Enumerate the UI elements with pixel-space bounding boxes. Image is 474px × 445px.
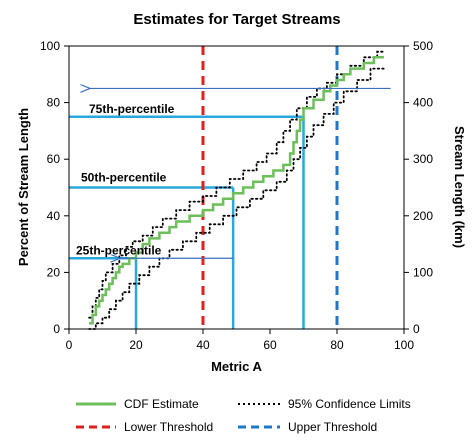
chart-title: Estimates for Target Streams bbox=[133, 11, 340, 28]
percentile-label-2: 75th-percentile bbox=[89, 102, 175, 116]
y-tick-label-1: 20 bbox=[47, 265, 61, 279]
plot-frame bbox=[68, 45, 405, 330]
plot-marks bbox=[69, 46, 391, 330]
y-tick-label-2: 40 bbox=[47, 209, 61, 223]
legend: CDF Estimate 95% Confidence Limits Lower… bbox=[76, 397, 411, 434]
y2-tick-label-2: 200 bbox=[413, 209, 433, 223]
y2-axis-title: Stream Length (km) bbox=[452, 126, 467, 248]
x-tick-label-1: 20 bbox=[129, 338, 143, 352]
x-tick-label-4: 80 bbox=[330, 338, 344, 352]
legend-label-ci: 95% Confidence Limits bbox=[288, 397, 411, 411]
y-tick-label-0: 0 bbox=[53, 322, 60, 336]
percentile-label-0: 25th-percentile bbox=[76, 243, 162, 257]
y-tick-label-5: 100 bbox=[40, 39, 60, 53]
x-tick-label-0: 0 bbox=[66, 338, 73, 352]
series-line-0 bbox=[89, 56, 384, 325]
y-axis-title: Percent of Stream Length bbox=[16, 108, 31, 266]
x-tick-label-2: 40 bbox=[196, 338, 210, 352]
legend-label-cdf: CDF Estimate bbox=[124, 397, 199, 411]
y2-tick-label-0: 0 bbox=[413, 322, 420, 336]
y2-tick-label-3: 300 bbox=[413, 152, 433, 166]
legend-label-lower: Lower Threshold bbox=[124, 420, 213, 434]
series-line-1 bbox=[88, 50, 385, 319]
legend-label-upper: Upper Threshold bbox=[288, 420, 377, 434]
y-tick-label-3: 60 bbox=[47, 152, 61, 166]
percentile-annotations: 25th-percentile 50th-percentile 75th-perce… bbox=[76, 102, 175, 258]
y2-tick-label-4: 400 bbox=[413, 96, 433, 110]
axis-ticks: 0 20 40 60 80 100 0 20 40 60 80 100 0 100 200 300 400 500 bbox=[40, 39, 433, 352]
series-line-2 bbox=[88, 67, 385, 330]
x-axis-title: Metric A bbox=[211, 359, 262, 374]
y-tick-label-4: 80 bbox=[47, 96, 61, 110]
y2-tick-label-5: 500 bbox=[413, 39, 433, 53]
x-tick-label-5: 100 bbox=[394, 338, 414, 352]
percentile-label-1: 50th-percentile bbox=[81, 171, 167, 185]
x-tick-label-3: 60 bbox=[263, 338, 277, 352]
y2-tick-label-1: 100 bbox=[413, 265, 433, 279]
